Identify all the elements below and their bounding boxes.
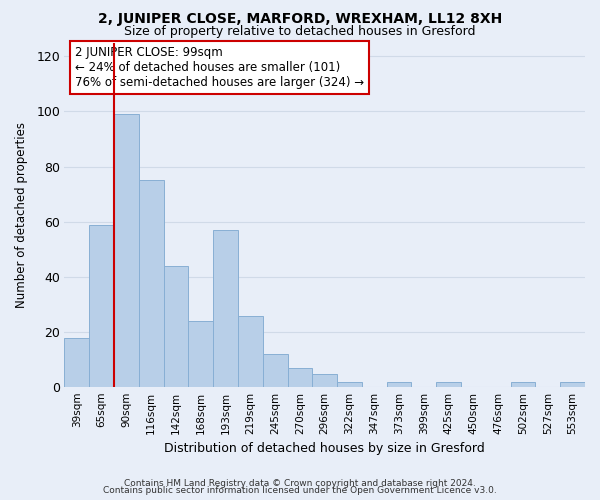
Text: Contains HM Land Registry data © Crown copyright and database right 2024.: Contains HM Land Registry data © Crown c… — [124, 478, 476, 488]
Bar — [511, 382, 535, 388]
Bar — [213, 230, 238, 388]
Bar — [164, 266, 188, 388]
Text: Contains public sector information licensed under the Open Government Licence v3: Contains public sector information licen… — [103, 486, 497, 495]
Y-axis label: Number of detached properties: Number of detached properties — [15, 122, 28, 308]
Bar — [560, 382, 585, 388]
Bar — [337, 382, 362, 388]
Bar — [436, 382, 461, 388]
X-axis label: Distribution of detached houses by size in Gresford: Distribution of detached houses by size … — [164, 442, 485, 455]
Text: 2 JUNIPER CLOSE: 99sqm
← 24% of detached houses are smaller (101)
76% of semi-de: 2 JUNIPER CLOSE: 99sqm ← 24% of detached… — [75, 46, 364, 89]
Bar — [312, 374, 337, 388]
Bar — [188, 321, 213, 388]
Bar — [263, 354, 287, 388]
Bar — [139, 180, 164, 388]
Text: Size of property relative to detached houses in Gresford: Size of property relative to detached ho… — [124, 25, 476, 38]
Text: 2, JUNIPER CLOSE, MARFORD, WREXHAM, LL12 8XH: 2, JUNIPER CLOSE, MARFORD, WREXHAM, LL12… — [98, 12, 502, 26]
Bar — [64, 338, 89, 388]
Bar — [114, 114, 139, 388]
Bar — [386, 382, 412, 388]
Bar — [287, 368, 312, 388]
Bar — [89, 224, 114, 388]
Bar — [238, 316, 263, 388]
